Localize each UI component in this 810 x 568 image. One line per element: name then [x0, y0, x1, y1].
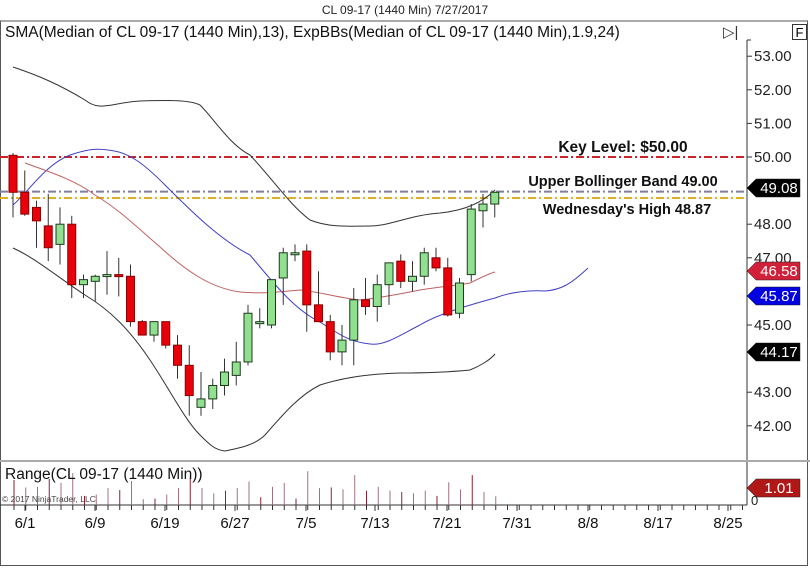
candle	[384, 262, 394, 305]
candle	[161, 321, 171, 349]
wednesday-high-annotation: Wednesday's High 48.87	[543, 202, 711, 218]
candle	[32, 200, 41, 248]
price-markers: 49.08 46.58 45.87 44.17 1.01 0	[746, 178, 801, 508]
candle	[302, 244, 312, 332]
key-lines	[0, 156, 747, 199]
indicator-label: SMA(Median of CL 09-17 (1440 Min),13), E…	[5, 24, 620, 41]
candle	[67, 215, 77, 299]
candle	[196, 372, 206, 416]
x-tick-label: 6/27	[220, 515, 249, 532]
candle	[325, 314, 335, 361]
candle	[478, 193, 488, 228]
x-tick-label: 8/17	[643, 515, 672, 532]
x-tick-label: 7/21	[432, 515, 461, 532]
lower-band-marker: 44.17	[746, 342, 801, 362]
candle	[114, 257, 124, 297]
candle	[337, 325, 347, 366]
x-axis: 6/1 6/9 6/19 6/27 7/5 7/13 7/21 7/31 8/8 8/17 8/25	[13, 505, 743, 532]
window-title: CL 09-17 (1440 Min) 7/27/2017	[321, 3, 489, 17]
y-tick-label: 53.00	[754, 48, 792, 65]
candle	[267, 279, 276, 329]
candle	[372, 274, 382, 322]
candle	[137, 319, 147, 336]
y-tick-label: 48.00	[754, 216, 792, 233]
candle	[126, 264, 135, 327]
x-tick-label: 7/5	[296, 515, 317, 532]
candle	[220, 358, 229, 396]
candle	[184, 345, 194, 416]
svg-text:1.01: 1.01	[764, 480, 793, 497]
range-bars	[13, 471, 497, 505]
lower-band-line	[12, 247, 496, 452]
upper-band-marker: 46.58	[746, 261, 801, 281]
candle	[419, 247, 429, 285]
upper-band-line	[12, 66, 496, 227]
candle	[361, 277, 370, 315]
candle	[173, 335, 182, 379]
chart-frame	[0, 20, 808, 566]
range-zero-label: 0	[751, 493, 758, 508]
candle	[255, 308, 265, 329]
candle	[314, 271, 323, 323]
candle	[149, 321, 159, 342]
y-axis: 53.0052.0051.0050.0048.0047.0045.0043.00…	[747, 48, 792, 435]
sma-marker: 45.87	[746, 286, 801, 306]
candle	[102, 251, 112, 295]
candle	[43, 193, 53, 262]
sma-line	[12, 148, 589, 345]
svg-text:45.87: 45.87	[760, 288, 798, 305]
candle	[455, 277, 464, 319]
x-tick-label: 8/25	[713, 515, 742, 532]
copyright-text: © 2017 NinjaTrader, LLC	[2, 494, 96, 504]
candlesticks	[8, 152, 500, 416]
candle	[490, 191, 500, 218]
upper-bb-annotation: Upper Bollinger Band 49.00	[528, 174, 717, 190]
y-tick-label: 45.00	[754, 317, 792, 334]
f-button[interactable]: F	[792, 24, 807, 40]
play-to-end-icon[interactable]: ▷|	[723, 24, 739, 41]
y-tick-label: 50.00	[754, 149, 792, 166]
key-level-annotation: Key Level: $50.00	[558, 139, 687, 156]
x-tick-label: 7/13	[360, 515, 389, 532]
x-tick-label: 8/8	[578, 515, 599, 532]
candle	[55, 207, 65, 265]
svg-text:44.17: 44.17	[760, 344, 798, 361]
last-close-marker: 49.08	[746, 178, 801, 198]
svg-text:46.58: 46.58	[760, 263, 798, 280]
y-tick-label: 43.00	[754, 384, 792, 401]
candle	[431, 247, 441, 272]
candle	[20, 170, 30, 216]
candle	[408, 261, 417, 292]
x-tick-label: 6/19	[150, 515, 179, 532]
candle	[231, 341, 241, 386]
y-tick-label: 42.00	[754, 418, 792, 435]
candle	[290, 244, 300, 262]
candle	[90, 274, 100, 302]
y-tick-label: 51.00	[754, 115, 792, 132]
candle	[79, 274, 88, 299]
candle	[349, 288, 359, 366]
candle	[243, 304, 253, 366]
candle	[8, 152, 18, 218]
candle	[443, 257, 453, 317]
candle	[466, 204, 476, 282]
range-value-marker: 1.01	[746, 478, 801, 498]
candle	[396, 254, 406, 289]
candle	[208, 378, 218, 409]
x-tick-label: 7/31	[502, 515, 531, 532]
candle	[278, 247, 288, 305]
range-indicator-label: Range(CL 09-17 (1440 Min))	[5, 466, 203, 483]
x-tick-label: 6/1	[15, 515, 36, 532]
y-tick-label: 52.00	[754, 82, 792, 99]
x-tick-label: 6/9	[85, 515, 106, 532]
svg-text:49.08: 49.08	[760, 180, 798, 197]
indicator-lines	[12, 66, 589, 452]
